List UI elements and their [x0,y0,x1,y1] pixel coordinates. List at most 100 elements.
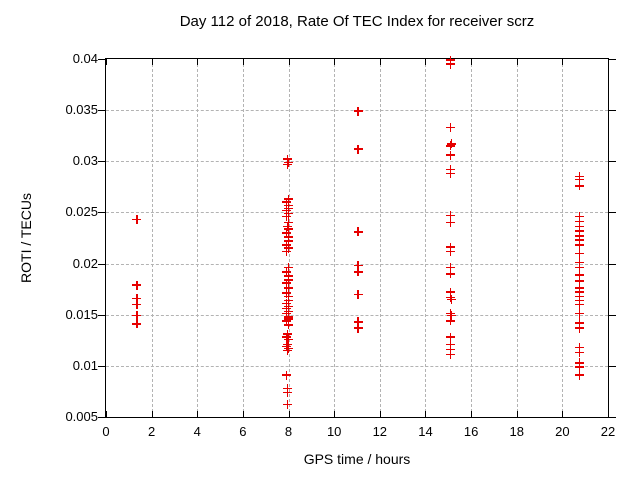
data-point-marker [281,267,291,277]
y-tick-left [98,417,105,418]
data-point-marker [281,341,291,351]
y-tick-label: 0.01 [72,357,98,373]
data-point-marker [447,311,457,321]
data-point-marker [446,218,456,228]
data-point-marker [574,276,584,286]
data-point-marker [574,323,584,333]
data-point-marker [284,263,294,273]
x-axis-label: GPS time / hours [303,451,411,467]
data-point-marker [574,175,584,185]
y-gridline [106,212,608,214]
data-point-marker [446,292,456,302]
data-point-marker [446,141,456,151]
x-tick-bottom [516,411,518,417]
x-tick-bottom [608,411,609,417]
data-point-marker [281,246,291,256]
y-tick-left [98,161,105,163]
x-tick-label: 4 [193,424,201,439]
data-point-marker [281,288,291,298]
x-tick-bottom [242,411,244,417]
data-point-marker [281,309,291,319]
y-tick-label: 0.035 [65,102,98,118]
data-point-marker [284,314,294,324]
data-point-marker [574,240,584,250]
x-tick-bottom [106,411,107,417]
y-tick-label: 0.02 [72,255,98,271]
data-point-marker [446,339,456,349]
data-point-marker [284,243,294,253]
data-point-marker [574,370,584,380]
data-point-marker [284,194,294,204]
plot-area [98,55,616,418]
y-tick-left [98,110,105,112]
y-tick-label: 0.04 [72,51,98,66]
y-tick-right [609,212,616,214]
data-point-marker [447,294,457,304]
data-point-marker [446,287,456,297]
data-point-marker [284,218,294,228]
y-gridline [106,263,608,265]
data-point-marker [353,261,363,271]
x-tick-top [197,59,199,65]
data-point-marker [282,346,292,355]
x-tick-bottom [379,411,381,417]
data-point-marker [281,298,291,308]
x-tick-label: 6 [239,424,247,439]
data-point-marker [353,144,363,154]
y-tick-left [98,212,105,214]
x-tick-bottom [562,411,564,417]
y-tick-label: 0.03 [72,153,98,169]
data-point-marker [284,334,294,344]
data-point-marker [281,212,291,222]
y-tick-right [609,417,616,418]
data-point-marker [574,181,584,191]
data-point-marker [574,226,584,236]
data-point-marker [132,293,142,303]
data-point-marker [446,210,456,220]
data-point-marker [284,203,294,213]
data-point-marker [446,150,456,160]
data-point-marker [281,304,291,314]
data-point-marker [284,302,294,312]
x-tick-top [608,59,609,65]
x-tick-label: 18 [509,424,524,439]
y-axis-label: ROTI / TECUs [18,193,34,283]
x-tick-bottom [197,411,199,417]
x-gridline [151,59,153,417]
data-point-marker [282,387,292,397]
data-point-marker [446,332,456,342]
x-tick-top [106,59,107,65]
y-gridline [106,314,608,316]
data-point-marker [574,212,584,222]
data-point-marker [282,400,292,410]
x-gridline [242,59,244,417]
x-tick-top [242,59,244,65]
y-tick-label: 0.025 [65,204,98,220]
data-point-marker [281,316,291,326]
y-tick-label: 0.015 [65,306,98,322]
data-point-marker [284,343,294,353]
data-point-marker [282,222,292,232]
data-point-marker [446,350,456,360]
y-tick-left [98,59,105,60]
x-gridline [379,59,381,417]
x-tick-bottom [334,411,336,417]
y-tick-left [98,263,105,265]
data-point-marker [574,270,584,280]
data-point-marker [132,215,142,225]
data-point-marker [574,258,584,268]
data-point-marker [574,318,584,328]
x-tick-top [288,59,290,65]
data-point-marker [282,339,292,349]
y-tick-left [98,314,105,316]
y-tick-left [98,365,105,367]
data-point-marker [284,295,294,305]
x-gridline [562,59,564,417]
data-point-marker [574,309,584,319]
x-tick-bottom [425,411,427,417]
x-gridline [197,59,199,417]
x-tick-label: 16 [463,424,479,439]
data-point-marker [282,159,292,169]
x-tick-label: 12 [372,424,388,439]
data-point-marker [132,311,142,321]
